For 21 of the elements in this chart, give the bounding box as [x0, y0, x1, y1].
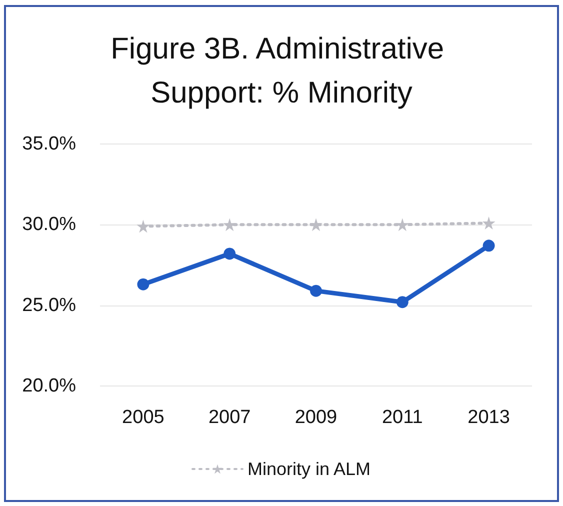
point [136, 220, 150, 233]
point [224, 248, 236, 260]
chart-title: Figure 3B. Administrative Support: % Minority [110, 32, 452, 110]
x-tick-label: 2009 [294, 407, 338, 428]
y-tick-label: 30.0% [22, 214, 76, 236]
point [223, 218, 236, 232]
point [396, 218, 409, 232]
point [482, 240, 495, 252]
y-tick-label: 25.0% [22, 294, 76, 316]
x-tick-label: 2007 [208, 407, 251, 428]
y-tick-label: 20.0% [22, 376, 76, 396]
y-tick-label: 35.0% [22, 134, 76, 154]
point [137, 278, 150, 290]
point [396, 296, 408, 308]
point [482, 216, 496, 230]
x-tick-label: 2011 [382, 407, 423, 428]
x-tick-label: 2005 [122, 407, 164, 428]
x-tick-label: 2013 [468, 407, 510, 428]
point [310, 284, 322, 297]
point [310, 218, 322, 232]
legend-label: Minority in ALM [247, 459, 371, 479]
